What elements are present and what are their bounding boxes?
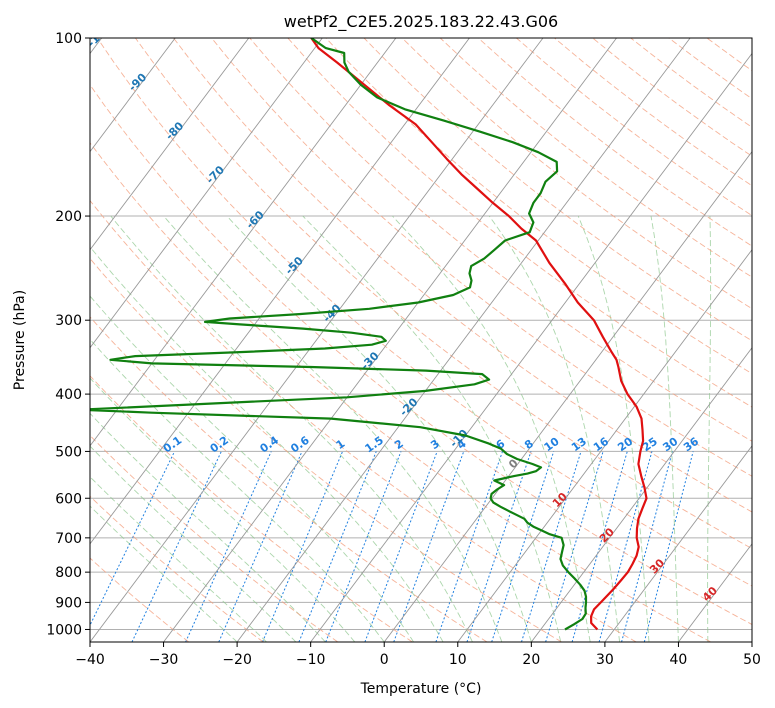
dry-adiabat-line — [401, 38, 752, 310]
x-axis-ticks: −40 −30 −20 −10 0 10 20 30 40 50 — [75, 642, 761, 668]
y-tick-label: 200 — [55, 209, 82, 225]
x-tick-label: 40 — [670, 652, 688, 668]
chart-title: wetPf2_C2E5.2025.183.22.43.G06 — [284, 12, 558, 32]
mixing-ratio-line — [520, 451, 582, 642]
moist-adiabat-line — [302, 215, 562, 642]
mixing-ratio-line — [621, 451, 673, 642]
dry-adiabat-line — [90, 495, 264, 642]
moist-adiabat-line — [392, 215, 591, 642]
x-tick-label: −10 — [296, 652, 326, 668]
moist-adiabat-line — [577, 215, 650, 642]
x-tick-label: −30 — [149, 652, 179, 668]
isotherm-line — [236, 38, 691, 642]
y-tick-label: 400 — [55, 387, 82, 403]
moist-adiabat-line — [90, 412, 326, 642]
y-tick-label: 700 — [55, 531, 82, 547]
y-tick-label: 800 — [55, 565, 82, 581]
moist-adiabat-line — [650, 215, 679, 642]
isotherm-line — [90, 38, 323, 349]
dewpoint-trace — [90, 38, 588, 631]
dry-adiabat-line — [211, 38, 752, 477]
x-tick-label: 50 — [743, 652, 761, 668]
mixing-ratio-line — [435, 451, 503, 642]
x-tick-label: 20 — [522, 652, 540, 668]
isotherm-line — [90, 38, 470, 545]
isotherm-line — [604, 445, 752, 642]
moist-adiabat-line — [226, 215, 532, 642]
moist-adiabat-line — [90, 338, 385, 642]
moist-adiabat-line — [163, 215, 503, 642]
isotherm-line — [90, 38, 397, 447]
mixing-ratio-line — [466, 451, 532, 642]
isotherm-line — [310, 52, 752, 642]
y-axis-label: Pressure (hPa) — [12, 290, 28, 390]
dry-adiabat-line — [173, 38, 752, 513]
isotherm-line — [163, 38, 617, 642]
mixing-ratio-line — [643, 451, 694, 642]
moist-adiabat-line — [90, 476, 267, 642]
dry-adiabat-line — [90, 142, 712, 642]
isotherm-line — [90, 38, 544, 642]
dry-adiabat-line — [325, 38, 752, 375]
x-tick-label: 10 — [449, 652, 467, 668]
dry-adiabat-line — [287, 38, 752, 408]
y-axis-ticks: 100 200 300 400 500 600 700 800 900 1000 — [46, 31, 90, 638]
mixing-ratio-line — [218, 451, 303, 642]
x-tick-label: −20 — [222, 652, 252, 668]
moist-adiabat-line — [90, 505, 238, 642]
y-tick-label: 900 — [55, 595, 82, 611]
mixing-ratio-line — [393, 451, 465, 642]
dry-adiabat-line — [90, 199, 637, 642]
isotherm-line — [90, 38, 250, 251]
y-tick-label: 300 — [55, 313, 82, 329]
isotherm-line — [383, 150, 752, 642]
dry-adiabat-line — [249, 38, 752, 442]
x-tick-label: 0 — [380, 652, 389, 668]
temperature-trace — [310, 38, 648, 631]
moist-adiabat-line — [110, 215, 473, 642]
moist-adiabat-line — [488, 215, 621, 642]
y-tick-label: 600 — [55, 491, 82, 507]
y-tick-label: 100 — [55, 31, 82, 47]
dry-adiabat-line — [96, 38, 752, 587]
mixing-ratio-line — [90, 451, 176, 627]
y-tick-label: 1000 — [46, 622, 82, 638]
dry-adiabat-line — [90, 257, 562, 642]
mixing-ratio-line — [262, 451, 344, 642]
moist-adiabat-line — [707, 215, 712, 642]
dry-adiabat-line — [90, 316, 488, 642]
moist-adiabat-line — [90, 295, 414, 642]
y-tick-label: 500 — [55, 444, 82, 460]
mixing-ratio-line — [491, 451, 555, 642]
x-tick-label: 30 — [596, 652, 614, 668]
mixing-ratio-line — [364, 451, 438, 642]
isotherms — [90, 38, 752, 642]
sounding-traces — [90, 38, 648, 631]
moist-adiabat-line — [90, 445, 297, 642]
isotherm-line — [457, 248, 752, 642]
x-axis-label: Temperature (°C) — [360, 681, 482, 697]
x-tick-label: −40 — [75, 652, 105, 668]
moist-adiabat-line — [90, 377, 356, 642]
dry-adiabat-line — [90, 557, 189, 642]
dry-adiabat-line — [90, 434, 339, 642]
plot-frame — [89, 37, 753, 643]
mixing-ratio-line — [131, 451, 222, 642]
isotherm-line — [90, 38, 176, 153]
moist-adiabats — [90, 215, 712, 642]
dry-adiabat-line — [90, 84, 752, 626]
isotherm-line — [530, 347, 752, 642]
